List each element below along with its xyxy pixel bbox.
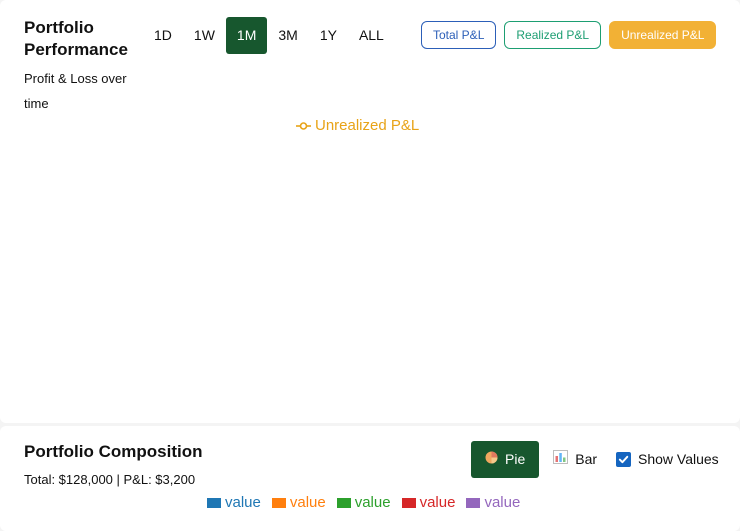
bar-button-label: Bar [575, 451, 598, 467]
pie-emoji-icon [485, 441, 498, 478]
legend-swatch [271, 498, 286, 508]
range-button-1m[interactable]: 1M [225, 17, 268, 54]
show-values-label: Show Values [638, 451, 719, 467]
pnl-plot-area [24, 146, 716, 408]
performance-card: Portfolio Performance Profit & Loss over… [0, 0, 740, 423]
legend-item[interactable]: value [336, 493, 391, 513]
legend-label: value [289, 494, 326, 511]
show-values-checkbox[interactable] [616, 451, 631, 467]
range-button-1w[interactable]: 1W [193, 27, 215, 43]
range-button-3m[interactable]: 3M [278, 27, 298, 43]
show-values-toggle[interactable]: Show Values [616, 449, 719, 469]
legend-label: value [484, 494, 521, 511]
chart-type-toggle: Pie Bar [471, 441, 611, 478]
bar-chart-emoji-icon [553, 441, 569, 478]
pie-button[interactable]: Pie [471, 441, 540, 478]
range-button-1d[interactable]: 1D [154, 27, 172, 43]
legend-swatch [401, 498, 416, 508]
pie-button-label: Pie [505, 451, 526, 467]
composition-legend: value value value value value [207, 493, 520, 513]
legend-item[interactable]: value [271, 493, 326, 513]
legend-label: value [419, 494, 456, 511]
legend-item[interactable]: value [401, 493, 456, 513]
time-range-selector: 1D 1W 1M 3M 1Y ALL [143, 17, 395, 54]
legend-swatch [466, 498, 481, 508]
range-button-1y[interactable]: 1Y [319, 27, 337, 43]
unrealized-pnl-legend-label: Unrealized P&L [315, 117, 420, 134]
legend-item[interactable]: value [207, 493, 261, 513]
legend-swatch [207, 498, 221, 508]
total-pnl-button[interactable]: Total P&L [421, 21, 497, 49]
composition-card [0, 426, 740, 531]
pnl-filter-group: Total P&L Realized P&L Unrealized P&L [421, 21, 724, 49]
composition-summary: Total: $128,000 | P&L: $3,200 [24, 472, 196, 487]
realized-pnl-button[interactable]: Realized P&L [504, 21, 602, 49]
legend-item[interactable]: value [466, 493, 520, 513]
composition-title: Portfolio Composition [24, 442, 203, 461]
legend-swatch [336, 498, 351, 508]
range-button-all[interactable]: ALL [358, 27, 384, 43]
legend-label: value [225, 494, 261, 511]
line-circle-marker-icon [296, 121, 311, 131]
unrealized-pnl-legend[interactable]: Unrealized P&L [296, 116, 419, 136]
legend-label: value [354, 494, 391, 511]
performance-subtitle: Profit & Loss over time [24, 71, 127, 111]
bar-button[interactable]: Bar [539, 441, 611, 478]
unrealized-pnl-button[interactable]: Unrealized P&L [609, 21, 717, 49]
performance-title: Portfolio Performance [24, 18, 128, 59]
